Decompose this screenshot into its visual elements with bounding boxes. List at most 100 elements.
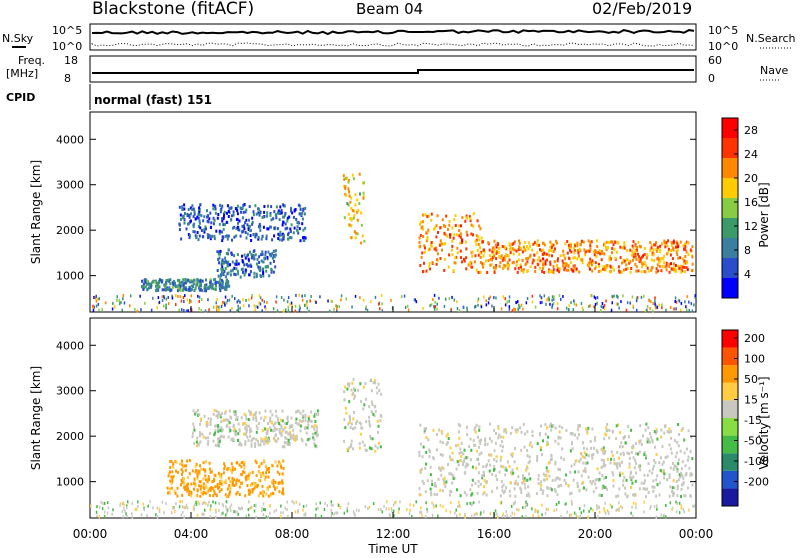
power-data-cell (185, 280, 188, 284)
power-data-cell (552, 271, 555, 275)
velocity-data-cell (267, 494, 270, 498)
power-data-cell (441, 248, 443, 252)
velocity-data-cell (119, 503, 121, 507)
velocity-data-cell (590, 507, 592, 511)
velocity-data-cell (234, 430, 237, 433)
velocity-data-cell (268, 439, 271, 443)
velocity-data-cell (584, 467, 587, 471)
velocity-data-cell (374, 381, 377, 385)
velocity-data-cell (526, 454, 529, 458)
power-data-cell (210, 221, 213, 225)
power-data-cell (190, 219, 192, 223)
velocity-data-cell (236, 416, 239, 420)
power-data-cell (581, 261, 584, 265)
power-data-cell (677, 245, 679, 249)
power-data-cell (511, 261, 514, 265)
velocity-data-cell (242, 470, 245, 474)
power-data-cell (561, 259, 564, 263)
power-data-cell (253, 249, 256, 253)
power-data-cell (586, 249, 589, 253)
power-data-cell (506, 254, 509, 257)
velocity-data-cell (583, 456, 586, 460)
velocity-data-cell (323, 508, 326, 511)
power-data-cell (171, 296, 174, 300)
velocity-data-cell (630, 486, 632, 489)
power-data-cell (494, 266, 497, 270)
velocity-data-cell (211, 480, 214, 484)
velocity-data-cell (449, 510, 452, 514)
velocity-data-cell (619, 431, 621, 435)
velocity-data-cell (650, 504, 652, 508)
velocity-data-cell (267, 515, 269, 519)
velocity-data-cell (600, 447, 603, 451)
power-data-cell (479, 270, 482, 274)
velocity-data-cell (236, 510, 238, 514)
velocity-data-cell (230, 438, 233, 442)
power-data-cell (236, 253, 239, 257)
power-data-cell (265, 237, 268, 241)
velocity-data-cell (499, 458, 502, 462)
velocity-data-cell (600, 465, 603, 469)
velocity-data-cell (234, 413, 237, 417)
power-data-cell (502, 295, 505, 299)
velocity-data-cell (627, 424, 630, 428)
power-data-cell (579, 249, 582, 253)
power-data-cell (584, 253, 587, 257)
velocity-data-cell (254, 445, 256, 449)
velocity-data-cell (267, 428, 269, 432)
power-colorbar-tick-label: 20 (744, 172, 758, 185)
power-data-cell (212, 305, 215, 309)
velocity-data-cell (241, 461, 244, 464)
power-data-cell (600, 258, 603, 262)
power-data-cell (227, 248, 230, 252)
velocity-data-cell (315, 507, 317, 511)
velocity-data-cell (676, 502, 678, 505)
power-data-cell (602, 267, 605, 271)
velocity-data-cell (217, 471, 220, 475)
velocity-data-cell (439, 488, 442, 492)
velocity-data-cell (489, 453, 492, 457)
velocity-data-cell (499, 494, 502, 498)
velocity-data-cell (220, 512, 223, 516)
velocity-data-cell (307, 438, 310, 441)
power-data-cell (249, 270, 252, 274)
velocity-data-cell (368, 446, 371, 450)
power-data-cell (277, 237, 280, 241)
power-data-cell (625, 263, 628, 267)
velocity-data-cell (198, 472, 201, 476)
velocity-data-cell (628, 452, 631, 456)
velocity-data-cell (450, 490, 453, 494)
velocity-data-cell (689, 494, 692, 498)
power-data-cell (419, 220, 422, 224)
velocity-data-cell (547, 461, 550, 465)
power-data-cell (420, 255, 423, 259)
velocity-data-cell (511, 511, 513, 515)
power-data-cell (252, 210, 255, 214)
power-data-cell (284, 227, 287, 231)
power-data-cell (444, 225, 447, 228)
velocity-data-cell (640, 481, 643, 485)
velocity-data-cell (378, 389, 381, 393)
power-data-cell (632, 240, 635, 244)
velocity-data-cell (668, 476, 671, 479)
power-data-cell (570, 250, 573, 254)
power-data-cell (683, 247, 685, 251)
velocity-data-cell (660, 513, 662, 517)
power-data-cell (605, 248, 608, 252)
power-data-cell (621, 261, 623, 265)
velocity-data-cell (205, 484, 208, 488)
power-data-cell (468, 215, 471, 219)
velocity-data-cell (662, 460, 665, 464)
velocity-data-cell (210, 504, 212, 508)
power-data-cell (655, 241, 657, 244)
power-data-cell (208, 308, 210, 312)
power-data-cell (490, 258, 493, 262)
velocity-data-cell (195, 494, 198, 498)
power-data-cell (195, 283, 198, 287)
power-data-cell (279, 205, 282, 209)
velocity-data-cell (445, 434, 448, 438)
power-data-cell (262, 267, 264, 271)
velocity-data-cell (651, 485, 654, 489)
velocity-data-cell (460, 459, 463, 463)
power-data-cell (244, 221, 247, 225)
